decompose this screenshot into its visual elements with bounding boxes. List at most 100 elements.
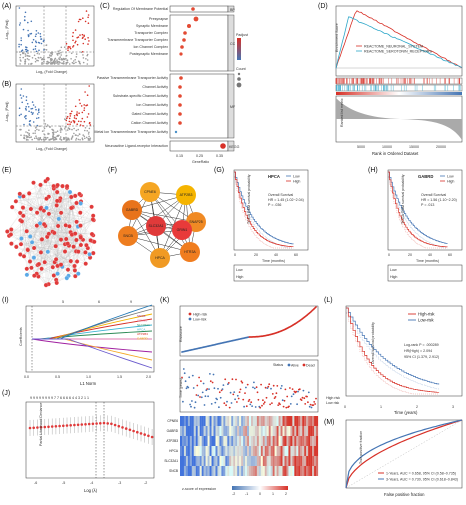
heat-cell bbox=[210, 416, 212, 426]
panel-k-status-dot-dead bbox=[303, 364, 306, 367]
lasso-gene-label: ATP2B3 bbox=[137, 332, 148, 336]
volcano-point bbox=[35, 36, 37, 38]
time-point bbox=[244, 392, 246, 394]
cv-point bbox=[147, 435, 150, 438]
lasso-path bbox=[32, 339, 152, 368]
heat-cell bbox=[269, 426, 271, 436]
heat-cell bbox=[219, 466, 221, 476]
time-point bbox=[208, 388, 210, 390]
panel-k-cbar-tick-1: -2 bbox=[232, 492, 235, 496]
volcano-point bbox=[57, 130, 59, 132]
network-node bbox=[74, 238, 78, 242]
heat-cell bbox=[316, 446, 318, 456]
time-point bbox=[257, 391, 259, 393]
heat-cell bbox=[194, 456, 196, 466]
volcano-point bbox=[34, 138, 36, 140]
heat-cell bbox=[312, 426, 314, 436]
heat-cell bbox=[294, 446, 296, 456]
heat-cell bbox=[249, 436, 251, 446]
panel-a-xlabel: Log₂ (Fold Change) bbox=[36, 70, 67, 74]
heat-cell bbox=[259, 456, 261, 466]
heat-cell bbox=[298, 446, 300, 456]
volcano-point bbox=[30, 63, 32, 65]
heat-cell bbox=[314, 436, 316, 446]
volcano-point bbox=[46, 61, 48, 63]
heat-cell bbox=[212, 426, 214, 436]
volcano-point bbox=[31, 139, 33, 141]
network-node bbox=[32, 256, 36, 260]
heat-cell bbox=[269, 416, 271, 426]
volcano-point bbox=[76, 123, 78, 125]
time-point bbox=[314, 403, 316, 405]
time-point bbox=[285, 407, 287, 409]
time-point bbox=[291, 396, 293, 398]
time-point bbox=[260, 384, 262, 386]
volcano-point bbox=[86, 10, 88, 12]
heat-cell bbox=[237, 456, 239, 466]
heat-cell bbox=[231, 436, 233, 446]
heat-cell bbox=[247, 446, 249, 456]
network-node bbox=[52, 231, 56, 235]
volcano-point bbox=[88, 139, 90, 141]
volcano-point bbox=[76, 53, 78, 55]
panel-h-hr: HR = 1.56 (1.10−2.20) bbox=[421, 198, 457, 202]
heat-cell bbox=[214, 436, 216, 446]
network-node bbox=[73, 268, 77, 272]
heat-cell bbox=[239, 426, 241, 436]
volcano-point bbox=[27, 132, 29, 134]
panel-d-legend-serotonin: REACTOME_SEROTONIN_RECEPTORS bbox=[364, 50, 432, 54]
volcano-point bbox=[64, 46, 66, 48]
volcano-point bbox=[78, 112, 80, 114]
volcano-point bbox=[60, 138, 62, 140]
heat-cell bbox=[237, 446, 239, 456]
time-point bbox=[247, 384, 249, 386]
volcano-point bbox=[66, 118, 68, 120]
heat-gene-label: ATP2B3 bbox=[166, 439, 178, 443]
heat-cell bbox=[288, 426, 290, 436]
volcano-point bbox=[35, 109, 37, 111]
time-point bbox=[222, 388, 224, 390]
time-point bbox=[189, 404, 191, 406]
cv-point bbox=[140, 432, 143, 435]
panel-a-label: (A) bbox=[2, 3, 11, 10]
heat-cell bbox=[225, 456, 227, 466]
panel-i-xtick-5: 2.0 bbox=[146, 375, 151, 379]
heat-cell bbox=[300, 436, 302, 446]
go-term-label: Passive Transmembrane Transporter Activi… bbox=[97, 76, 169, 80]
heat-cell bbox=[304, 426, 306, 436]
heat-cell bbox=[316, 426, 318, 436]
heat-cell bbox=[204, 436, 206, 446]
time-point bbox=[212, 382, 214, 384]
heat-cell bbox=[281, 466, 283, 476]
cv-point bbox=[58, 425, 61, 428]
volcano-point bbox=[35, 46, 37, 48]
volcano-point bbox=[36, 51, 38, 53]
heat-cell bbox=[190, 426, 192, 436]
go-dot bbox=[194, 17, 199, 22]
time-point bbox=[205, 395, 207, 397]
heat-cell bbox=[227, 466, 229, 476]
network-node bbox=[21, 206, 25, 210]
go-term-label: Postsynaptic Membrane bbox=[129, 52, 168, 56]
volcano-point bbox=[19, 107, 21, 109]
volcano-point bbox=[76, 113, 78, 115]
panel-j-xtick-5: -2 bbox=[144, 481, 147, 485]
panel-m-legend-3y: 3-Years, AUC = 0.730, 95% CI (0.618−0.84… bbox=[386, 478, 458, 482]
time-point bbox=[272, 393, 274, 395]
time-point bbox=[255, 406, 257, 408]
volcano-point bbox=[88, 113, 90, 115]
network-node bbox=[20, 219, 24, 223]
network-node bbox=[88, 252, 92, 256]
go-dots bbox=[175, 7, 226, 149]
heat-cell bbox=[204, 416, 206, 426]
volcano-point bbox=[74, 42, 76, 44]
volcano-point bbox=[32, 42, 34, 44]
volcano-point bbox=[76, 37, 78, 39]
heat-cell bbox=[192, 426, 194, 436]
volcano-point bbox=[38, 50, 40, 52]
heat-cell bbox=[184, 416, 186, 426]
volcano-point bbox=[43, 57, 45, 59]
heat-cell bbox=[298, 426, 300, 436]
panel-h-risk-table bbox=[388, 265, 462, 281]
